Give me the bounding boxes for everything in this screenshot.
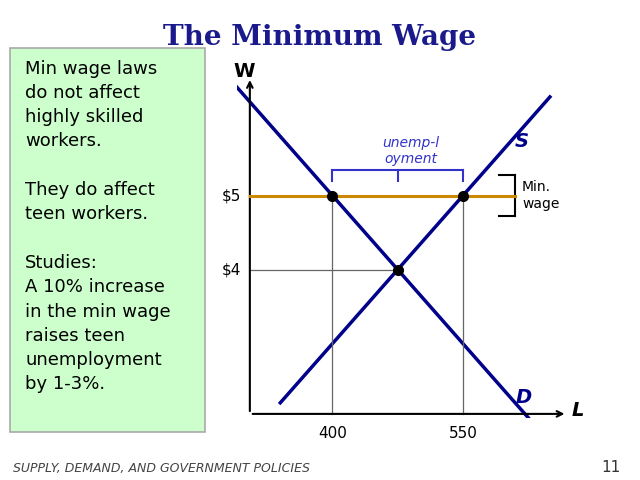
Text: Min wage laws
do not affect
highly skilled
workers.

They do affect
teen workers: Min wage laws do not affect highly skill… [25, 60, 171, 394]
Text: $4: $4 [222, 262, 241, 277]
Text: SUPPLY, DEMAND, AND GOVERNMENT POLICIES: SUPPLY, DEMAND, AND GOVERNMENT POLICIES [13, 462, 310, 475]
Text: L: L [572, 401, 584, 420]
Text: 400: 400 [318, 426, 347, 442]
Text: 550: 550 [449, 426, 477, 442]
FancyBboxPatch shape [10, 48, 205, 432]
Text: S: S [515, 132, 529, 151]
Text: 11: 11 [602, 460, 621, 475]
Text: D: D [515, 388, 531, 408]
Text: unemp-l
oyment: unemp-l oyment [382, 136, 439, 166]
Text: Min.
wage: Min. wage [522, 180, 559, 211]
Text: The Minimum Wage: The Minimum Wage [163, 24, 477, 51]
Text: W: W [233, 62, 255, 81]
Text: $5: $5 [222, 188, 241, 203]
